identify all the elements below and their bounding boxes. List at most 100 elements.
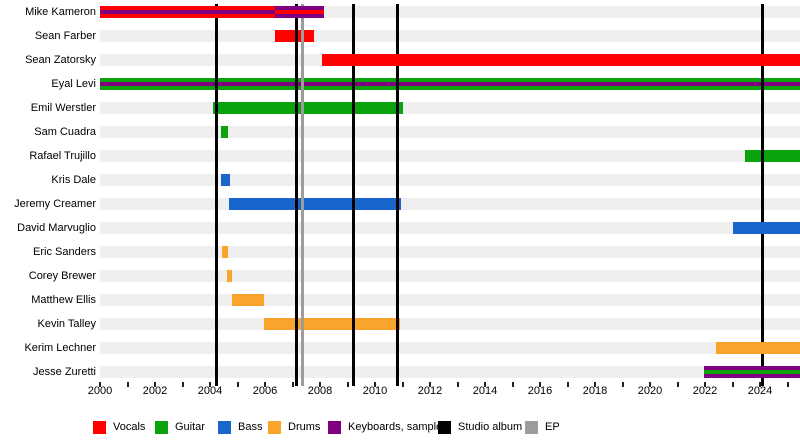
member-bar-drums — [232, 294, 264, 306]
legend-label: Keyboards, samples — [348, 421, 448, 433]
member-label: Jesse Zuretti — [33, 366, 96, 378]
axis-tick-label: 2002 — [142, 385, 168, 397]
member-label: Mike Kameron — [25, 6, 96, 18]
member-label: Sean Farber — [34, 30, 96, 42]
legend-swatch-vocals — [93, 421, 106, 434]
axis-tick-label: 2004 — [197, 385, 223, 397]
axis-tick — [319, 382, 321, 387]
member-label: Matthew Ellis — [31, 294, 96, 306]
axis-tick — [346, 382, 349, 387]
legend-label: Drums — [288, 421, 321, 433]
axis-tick-label: 2024 — [747, 385, 773, 397]
member-bar-bass — [732, 222, 800, 234]
member-label: Sean Zatorsky — [25, 54, 96, 66]
legend-label: Bass — [238, 421, 263, 433]
axis-tick — [704, 382, 706, 387]
member-bar-bass — [229, 198, 402, 210]
bar-stripe-keyboards — [100, 10, 275, 14]
member-bar-drums — [716, 342, 800, 354]
legend-swatch-album — [438, 421, 451, 434]
axis-tick — [456, 382, 459, 387]
row-band — [100, 342, 800, 354]
axis-tick — [154, 382, 156, 387]
axis-tick — [511, 382, 514, 387]
member-label: Jeremy Creamer — [14, 198, 96, 210]
axis-tick — [759, 382, 761, 387]
member-label: Corey Brewer — [28, 270, 96, 282]
axis-tick — [566, 382, 569, 387]
axis-tick — [484, 382, 486, 387]
axis-tick-label: 2014 — [472, 385, 498, 397]
member-bar-drums — [263, 318, 400, 330]
axis-tick-label: 2010 — [362, 385, 388, 397]
row-band — [100, 294, 800, 306]
legend-label: EP — [545, 421, 560, 433]
row-band — [100, 222, 800, 234]
member-bar-keyboards — [703, 366, 800, 378]
member-label: Kris Dale — [51, 174, 96, 186]
row-band — [100, 150, 800, 162]
axis-tick — [264, 382, 266, 387]
axis-tick — [786, 382, 789, 387]
row-band — [100, 246, 800, 258]
legend-label: Vocals — [113, 421, 146, 433]
member-label: Kevin Talley — [37, 318, 97, 330]
axis-tick-label: 2012 — [417, 385, 443, 397]
member-label: Rafael Trujillo — [29, 150, 96, 162]
album-line — [351, 4, 355, 386]
axis-tick — [209, 382, 211, 387]
axis-tick — [236, 382, 239, 387]
axis-tick-label: 2022 — [692, 385, 718, 397]
row-band — [100, 126, 800, 138]
axis-tick — [401, 382, 404, 387]
legend-swatch-bass — [218, 421, 231, 434]
member-bar-guitar — [212, 102, 403, 114]
legend-label: Guitar — [175, 421, 205, 433]
legend-swatch-ep — [525, 421, 538, 434]
ep-line — [301, 4, 305, 386]
axis-tick — [429, 382, 431, 387]
axis-tick — [594, 382, 596, 387]
member-bar-vocals — [100, 6, 275, 18]
axis-tick-label: 2008 — [307, 385, 333, 397]
legend-swatch-drums — [268, 421, 281, 434]
member-bar-guitar — [100, 78, 800, 90]
row-band — [100, 102, 800, 114]
member-bar-guitar — [221, 126, 228, 138]
axis-tick-label: 2006 — [252, 385, 278, 397]
album-line — [395, 4, 399, 386]
bar-stripe-vocals — [274, 10, 325, 14]
axis-tick-label: 2000 — [87, 385, 113, 397]
axis-tick — [676, 382, 679, 387]
member-label: Eric Sanders — [33, 246, 96, 258]
member-bar-vocals — [321, 54, 800, 66]
member-bar-drums — [221, 246, 228, 258]
member-label: Eyal Levi — [51, 78, 96, 90]
row-band — [100, 318, 800, 330]
axis-tick-label: 2020 — [637, 385, 663, 397]
member-bar-keyboards — [274, 6, 325, 18]
legend-swatch-keyboards — [328, 421, 341, 434]
member-label: Sam Cuadra — [34, 126, 96, 138]
member-label: Kerim Lechner — [24, 342, 96, 354]
axis-tick — [731, 382, 734, 387]
bar-stripe-keyboards — [100, 82, 800, 86]
row-band — [100, 30, 800, 42]
member-bar-drums — [226, 270, 232, 282]
axis-tick — [374, 382, 376, 387]
row-band — [100, 198, 800, 210]
legend-label: Studio album — [458, 421, 523, 433]
axis-tick — [539, 382, 541, 387]
bar-stripe-guitar — [703, 370, 800, 374]
row-band — [100, 366, 800, 378]
row-band — [100, 174, 800, 186]
album-line — [295, 4, 299, 386]
axis-tick — [649, 382, 651, 387]
axis-tick-label: 2016 — [527, 385, 553, 397]
axis-tick — [181, 382, 184, 387]
member-bar-guitar — [744, 150, 800, 162]
album-line — [761, 4, 765, 386]
album-line — [215, 4, 219, 386]
